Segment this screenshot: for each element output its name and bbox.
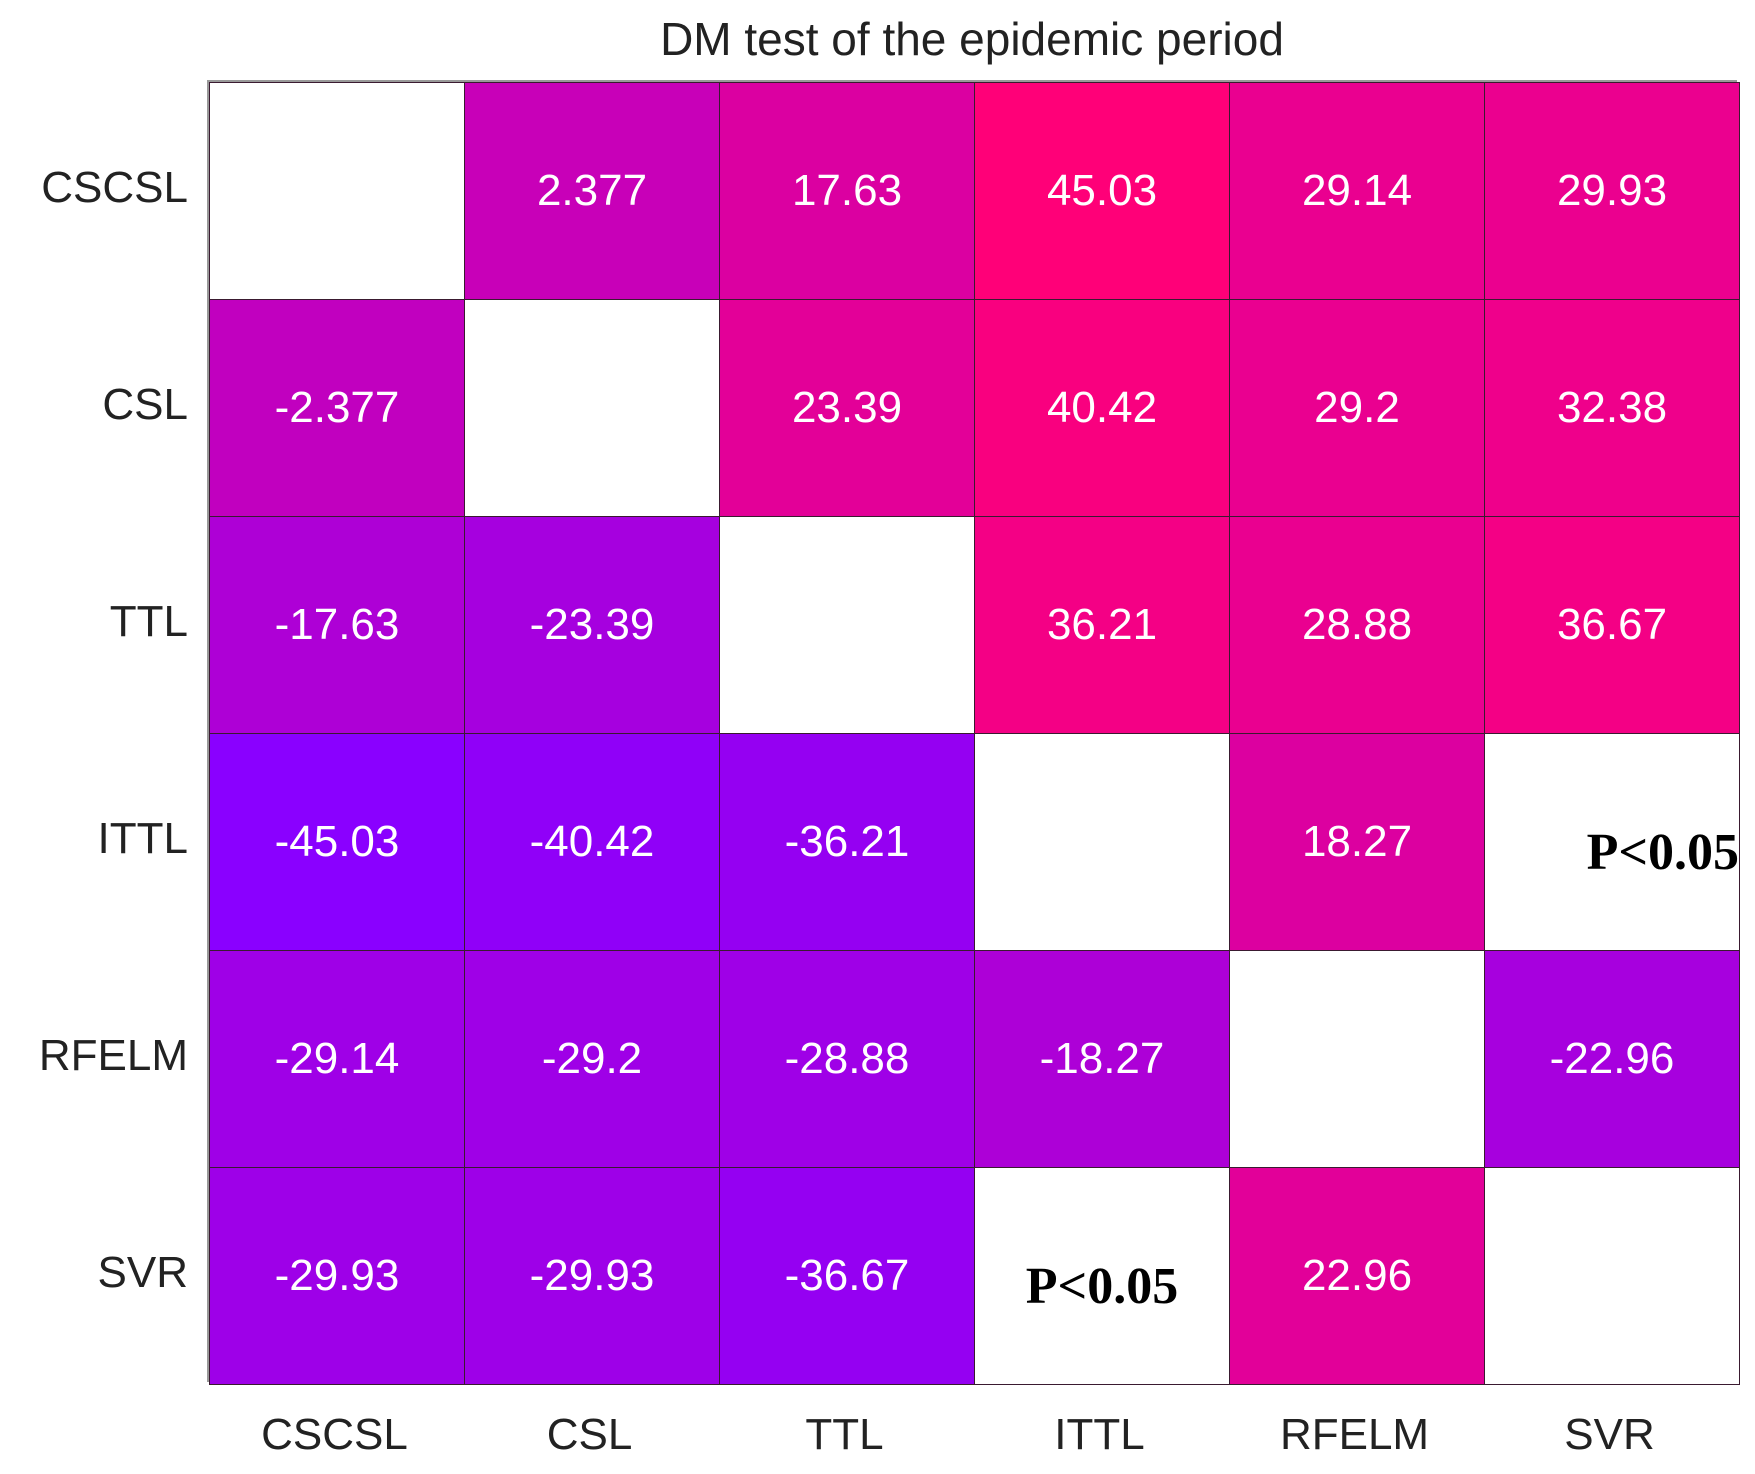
heatmap-cell: 17.63 xyxy=(719,82,975,300)
row-label: TTL xyxy=(109,596,188,646)
empty-diagonal-cell xyxy=(974,733,1230,951)
heatmap-cell: 29.2 xyxy=(1229,299,1485,517)
heatmap-cell: -40.42 xyxy=(464,733,720,951)
column-label: RFELM xyxy=(1279,1410,1430,1459)
row-label: RFELM xyxy=(38,1030,188,1080)
row-label: ITTL xyxy=(97,813,188,863)
column-label: ITTL xyxy=(1054,1410,1145,1459)
heatmap-cell: -23.39 xyxy=(464,516,720,734)
heatmap-cell: -17.63 xyxy=(209,516,465,734)
heatmap-grid: 2.377 17.63 45.03 29.14 29.93 -2.377 23.39 40.4… xyxy=(207,80,1740,1385)
column-label: CSCSL xyxy=(261,1410,408,1459)
heatmap-cell: -29.93 xyxy=(464,1167,720,1385)
heatmap-cell: 45.03 xyxy=(974,82,1230,300)
heatmap-cell: -45.03 xyxy=(209,733,465,951)
row-label: SVR xyxy=(97,1247,188,1297)
empty-diagonal-cell xyxy=(1484,1167,1740,1385)
heatmap-cell: -36.21 xyxy=(719,733,975,951)
empty-diagonal-cell xyxy=(209,82,465,300)
column-label: SVR xyxy=(1564,1410,1655,1459)
heatmap-cell: -22.96 xyxy=(1484,950,1740,1168)
heatmap-cell: 22.96 xyxy=(1229,1167,1485,1385)
row-label: CSL xyxy=(102,379,188,429)
chart-title: DM test of the epidemic period xyxy=(660,13,1284,65)
heatmap-cell: 23.39 xyxy=(719,299,975,517)
column-label: CSL xyxy=(546,1410,633,1459)
empty-diagonal-cell xyxy=(1229,950,1485,1168)
heatmap-cell: 2.377 xyxy=(464,82,720,300)
heatmap-cell: 32.38 xyxy=(1484,299,1740,517)
column-label: TTL xyxy=(805,1410,884,1459)
heatmap-cell: 29.93 xyxy=(1484,82,1740,300)
heatmap-cell: 36.67 xyxy=(1484,516,1740,734)
heatmap-cell: 40.42 xyxy=(974,299,1230,517)
heatmap-cell: -2.377 xyxy=(209,299,465,517)
significance-label-cell: P<0.05 xyxy=(974,1167,1230,1385)
heatmap-cell: 18.27 xyxy=(1229,733,1485,951)
empty-diagonal-cell xyxy=(464,299,720,517)
heatmap-cell: -28.88 xyxy=(719,950,975,1168)
heatmap-cell: -29.2 xyxy=(464,950,720,1168)
heatmap-cell: 29.14 xyxy=(1229,82,1485,300)
heatmap-cell: -29.14 xyxy=(209,950,465,1168)
heatmap-cell: -18.27 xyxy=(974,950,1230,1168)
heatmap-cell: 28.88 xyxy=(1229,516,1485,734)
row-label: CSCSL xyxy=(41,162,188,212)
heatmap-cell: 36.21 xyxy=(974,516,1230,734)
empty-diagonal-cell xyxy=(719,516,975,734)
significance-label-cell: P<0.05 xyxy=(1484,733,1740,951)
heatmap-cell: -29.93 xyxy=(209,1167,465,1385)
heatmap-cell: -36.67 xyxy=(719,1167,975,1385)
